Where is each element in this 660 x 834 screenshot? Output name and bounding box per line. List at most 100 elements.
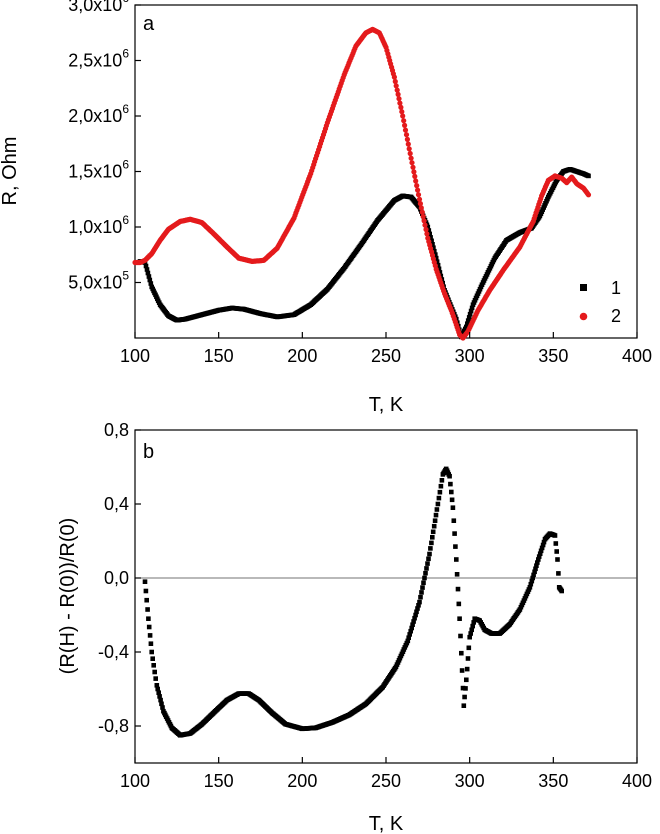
data-point bbox=[449, 489, 454, 495]
data-point bbox=[423, 226, 429, 233]
data-point bbox=[469, 627, 474, 633]
data-point bbox=[148, 281, 154, 286]
data-point bbox=[429, 238, 434, 244]
data-point bbox=[586, 173, 591, 179]
data-point bbox=[404, 136, 410, 142]
data-point bbox=[411, 619, 416, 624]
data-point bbox=[453, 544, 458, 549]
data-point bbox=[434, 259, 440, 264]
data-point bbox=[402, 122, 408, 128]
data-point bbox=[422, 575, 427, 581]
data-point bbox=[431, 523, 437, 529]
panel-a: 100 150 200 250 300 350 400 5,0x105 1,0x106 1,5x… bbox=[0, 0, 652, 416]
x-axis-label-a: T, K bbox=[369, 394, 404, 416]
data-point bbox=[424, 566, 429, 571]
legend-marker-2 bbox=[579, 312, 588, 321]
data-point bbox=[470, 623, 475, 629]
y-ticks-a: 5,0x105 1,0x106 1,5x106 2,0x106 2,5x106 3,0x1… bbox=[68, 0, 141, 293]
data-point bbox=[150, 656, 155, 661]
data-point bbox=[538, 548, 544, 554]
data-point bbox=[408, 628, 413, 634]
data-point bbox=[406, 635, 411, 640]
data-point bbox=[421, 580, 426, 586]
y-tick-label-b-2: 0,0 bbox=[104, 568, 129, 588]
data-point bbox=[455, 586, 461, 592]
data-point bbox=[400, 113, 406, 119]
data-point bbox=[465, 318, 471, 323]
data-point bbox=[409, 160, 415, 166]
data-point bbox=[429, 540, 434, 546]
x-tick-label-b-6: 400 bbox=[622, 771, 652, 791]
x-ticks-b: 100 150 200 250 300 350 400 bbox=[120, 757, 652, 791]
data-point bbox=[415, 192, 422, 198]
data-point bbox=[456, 601, 462, 607]
data-point bbox=[533, 566, 538, 572]
data-point bbox=[555, 557, 560, 562]
data-point bbox=[466, 645, 472, 651]
legend-label-2: 2 bbox=[611, 306, 621, 326]
data-point bbox=[427, 231, 432, 237]
series-1-a bbox=[137, 167, 591, 340]
series-1-b bbox=[142, 466, 564, 738]
data-point bbox=[145, 607, 150, 612]
data-point bbox=[430, 529, 436, 535]
data-point bbox=[471, 620, 476, 625]
data-point bbox=[463, 686, 468, 691]
data-point bbox=[556, 571, 561, 576]
data-point bbox=[419, 590, 424, 595]
y-axis-label-b: (R(H) - R(0))/R(0) bbox=[57, 518, 79, 675]
data-point bbox=[415, 187, 421, 193]
y-tick-label-a-1: 1,0x106 bbox=[68, 213, 129, 237]
x-tick-label-a-4: 300 bbox=[455, 346, 485, 366]
data-point bbox=[394, 87, 400, 93]
data-point bbox=[450, 505, 456, 510]
data-point bbox=[435, 262, 441, 268]
data-point bbox=[146, 274, 152, 279]
data-point bbox=[458, 633, 463, 639]
data-point bbox=[435, 501, 441, 507]
data-point bbox=[433, 252, 438, 257]
data-point bbox=[153, 676, 158, 681]
data-point bbox=[149, 649, 154, 655]
data-point bbox=[147, 633, 153, 638]
data-point bbox=[529, 578, 535, 584]
x-tick-label-a-2: 200 bbox=[287, 346, 317, 366]
data-point bbox=[448, 481, 453, 487]
data-point bbox=[152, 669, 157, 675]
data-point bbox=[433, 512, 439, 518]
x-tick-label-b-0: 100 bbox=[120, 771, 150, 791]
data-point bbox=[146, 616, 151, 621]
data-point bbox=[454, 572, 460, 577]
y-tick-label-b-4: 0,8 bbox=[104, 420, 129, 440]
x-tick-label-a-6: 400 bbox=[622, 346, 652, 366]
data-point bbox=[145, 270, 151, 276]
x-tick-label-a-3: 250 bbox=[371, 346, 401, 366]
data-point bbox=[469, 305, 475, 311]
x-tick-label-b-5: 350 bbox=[538, 771, 568, 791]
data-point bbox=[467, 634, 472, 640]
data-point bbox=[147, 277, 153, 283]
data-point bbox=[462, 694, 467, 700]
data-point bbox=[408, 155, 414, 161]
data-point bbox=[143, 263, 149, 269]
y-tick-label-b-0: -0,8 bbox=[98, 716, 129, 736]
x-axis-label-b: T, K bbox=[369, 813, 404, 834]
data-point bbox=[158, 697, 163, 703]
data-point bbox=[466, 315, 472, 320]
data-point bbox=[464, 677, 469, 683]
data-point bbox=[425, 561, 430, 566]
y-tick-label-b-3: 0,4 bbox=[104, 494, 129, 514]
y-tick-label-a-4: 2,5x106 bbox=[68, 47, 129, 71]
data-point bbox=[426, 228, 432, 233]
data-point bbox=[156, 690, 161, 695]
data-point bbox=[159, 701, 164, 707]
data-point bbox=[410, 622, 415, 627]
data-point bbox=[410, 164, 416, 170]
data-point bbox=[391, 74, 397, 80]
data-point bbox=[412, 173, 418, 179]
data-point bbox=[420, 585, 425, 590]
data-point bbox=[407, 632, 412, 637]
data-point bbox=[417, 201, 423, 207]
x-tick-label-b-4: 300 bbox=[455, 771, 485, 791]
data-point bbox=[530, 575, 535, 581]
